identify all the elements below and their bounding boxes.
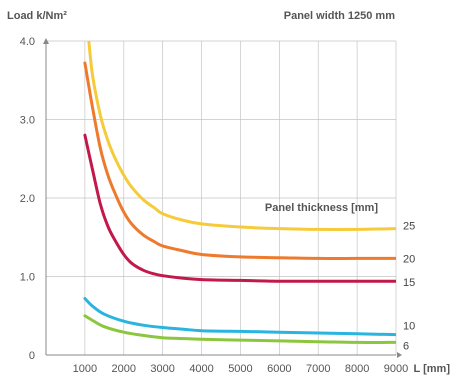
y-tick-label: 2.0 bbox=[20, 193, 35, 205]
x-tick-label: 5000 bbox=[228, 363, 252, 375]
series-labels: 25 20 15 10 6 bbox=[403, 221, 415, 353]
x-tick-label: 4000 bbox=[189, 363, 213, 375]
series-line-25 bbox=[87, 41, 396, 231]
y-tick-label: 4.0 bbox=[20, 36, 35, 48]
legend-title: Panel thickness [mm] bbox=[265, 202, 378, 214]
series-line-20 bbox=[83, 61, 396, 260]
grid-lines bbox=[46, 40, 397, 355]
series-label-25: 25 bbox=[403, 221, 415, 233]
axes bbox=[43, 38, 402, 358]
y-axis-arrow-icon bbox=[43, 38, 49, 44]
top-note: Panel width 1250 mm bbox=[284, 10, 395, 22]
series-curves bbox=[83, 41, 396, 344]
x-tick-label: 6000 bbox=[267, 363, 291, 375]
series-label-15: 15 bbox=[403, 277, 415, 289]
series-label-20: 20 bbox=[403, 253, 415, 265]
y-axis-title: Load k/Nm² bbox=[7, 10, 67, 22]
series-label-6: 6 bbox=[403, 340, 409, 352]
y-tick-label: 3.0 bbox=[20, 115, 35, 127]
x-tick-label: 2000 bbox=[112, 363, 136, 375]
series-line-15 bbox=[83, 133, 396, 283]
chart-labels: Load k/Nm² Panel width 1250 mm Panel thi… bbox=[7, 10, 450, 375]
x-axis-arrow-icon bbox=[397, 352, 402, 358]
x-axis-title: L [mm] bbox=[414, 363, 451, 375]
x-tick-label: 7000 bbox=[306, 363, 330, 375]
x-tick-label: 1000 bbox=[73, 363, 97, 375]
series-line-6 bbox=[83, 314, 396, 344]
series-label-10: 10 bbox=[403, 321, 415, 333]
x-tick-label: 3000 bbox=[150, 363, 174, 375]
y-tick-label: 0 bbox=[29, 350, 35, 362]
y-tick-label: 1.0 bbox=[20, 272, 35, 284]
tick-labels: 1000 2000 3000 4000 5000 6000 7000 8000 9000 0 1.0… bbox=[20, 36, 409, 375]
series-line-10 bbox=[83, 297, 396, 337]
x-tick-label: 8000 bbox=[345, 363, 369, 375]
x-tick-label: 9000 bbox=[384, 363, 408, 375]
